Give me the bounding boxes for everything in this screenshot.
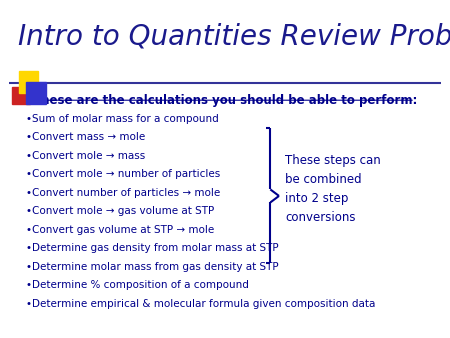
Bar	[26, 82, 46, 104]
Text: •Determine gas density from molar mass at STP: •Determine gas density from molar mass a…	[26, 243, 279, 253]
Text: These steps can
be combined
into 2 step
conversions: These steps can be combined into 2 step …	[285, 154, 381, 224]
Text: •Convert gas volume at STP → mole: •Convert gas volume at STP → mole	[26, 225, 215, 235]
Text: •Convert mole → gas volume at STP: •Convert mole → gas volume at STP	[26, 206, 215, 216]
Bar	[18, 71, 38, 93]
Text: •Sum of molar mass for a compound: •Sum of molar mass for a compound	[26, 114, 219, 124]
Text: •Convert number of particles → mole: •Convert number of particles → mole	[26, 188, 220, 198]
Text: •Convert mole → number of particles: •Convert mole → number of particles	[26, 169, 220, 179]
Text: •Convert mole → mass: •Convert mole → mass	[26, 151, 145, 161]
Text: •Determine molar mass from gas density at STP: •Determine molar mass from gas density a…	[26, 262, 279, 272]
Text: •Determine empirical & molecular formula given composition data: •Determine empirical & molecular formula…	[26, 299, 376, 309]
Text: •Convert mass → mole: •Convert mass → mole	[26, 132, 145, 142]
Bar	[13, 87, 30, 104]
Text: Intro to Quantities Review Problems: Intro to Quantities Review Problems	[18, 23, 450, 51]
Text: These are the calculations you should be able to perform:: These are the calculations you should be…	[33, 94, 417, 107]
Text: •Determine % composition of a compound: •Determine % composition of a compound	[26, 280, 249, 290]
